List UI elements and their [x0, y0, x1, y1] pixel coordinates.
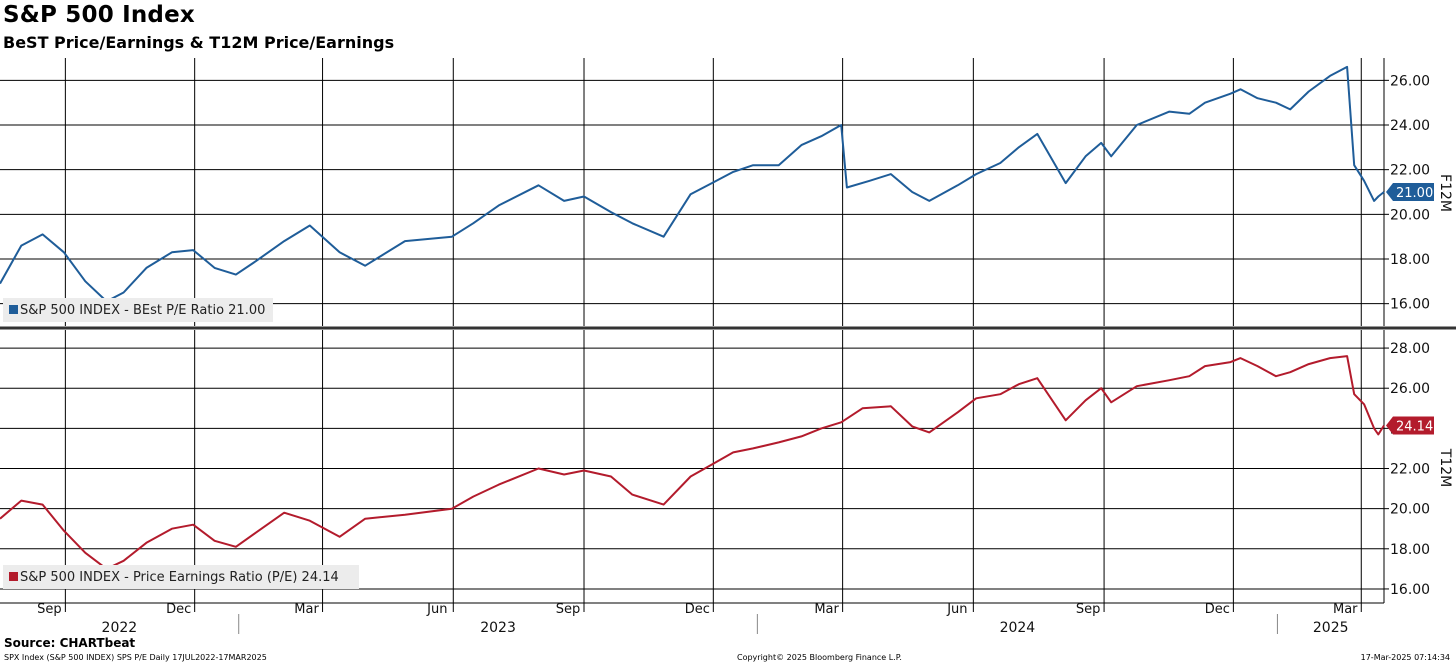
x-month-label: Sep	[556, 602, 581, 617]
footer-copyright: Copyright© 2025 Bloomberg Finance L.P.	[737, 653, 902, 662]
x-month-label: Mar	[814, 602, 839, 617]
bottom-panel: 16.0018.0020.0022.0024.0026.0028.0024.14…	[0, 330, 1453, 603]
legend-label: S&P 500 INDEX - Price Earnings Ratio (P/…	[20, 570, 339, 585]
y-tick-label: 20.00	[1390, 207, 1430, 223]
y-tick-label: 20.00	[1390, 502, 1430, 518]
x-year-label: 2023	[480, 620, 516, 636]
y-tick-label: 26.00	[1390, 73, 1430, 89]
x-month-label: Sep	[1076, 602, 1101, 617]
series-line	[0, 65, 1385, 303]
y-tick-label: 16.00	[1390, 582, 1430, 598]
footer-timestamp: 17-Mar-2025 07:14:34	[1360, 653, 1450, 662]
x-month-label: Sep	[37, 602, 62, 617]
legend-background	[3, 565, 359, 589]
legend-label: S&P 500 INDEX - BEst P/E Ratio 21.00	[20, 303, 265, 318]
y-tick-label: 18.00	[1390, 542, 1430, 558]
x-month-label: Jun	[946, 602, 967, 617]
last-value-label: 21.00	[1396, 186, 1433, 201]
y-tick-label: 28.00	[1390, 341, 1430, 357]
legend: S&P 500 INDEX - Price Earnings Ratio (P/…	[3, 565, 359, 589]
legend-swatch	[9, 572, 18, 581]
footer-description: SPX Index (S&P 500 INDEX) SPS P/E Daily …	[4, 653, 267, 662]
legend-background	[3, 298, 273, 322]
x-month-label: Mar	[1333, 602, 1358, 617]
x-year-label: 2022	[102, 620, 138, 636]
y-tick-label: 26.00	[1390, 381, 1430, 397]
last-value-label: 24.14	[1396, 420, 1433, 435]
y-tick-label: 24.00	[1390, 118, 1430, 134]
chart-subtitle: BeST Price/Earnings & T12M Price/Earning…	[3, 33, 395, 52]
x-month-label: Mar	[294, 602, 319, 617]
y-tick-label: 22.00	[1390, 163, 1430, 179]
y-tick-label: 16.00	[1390, 297, 1430, 313]
plot-area	[0, 58, 1384, 326]
chart-source: Source: CHARTbeat	[4, 636, 136, 650]
top-panel: 16.00 18.00 20.00 22.00 24.00 26.00 21.00 F12M S…	[0, 58, 1453, 326]
y-tick-label: 18.00	[1390, 252, 1430, 268]
plot-area	[0, 330, 1384, 603]
x-year-label: 2025	[1313, 620, 1349, 636]
x-month-label: Dec	[685, 602, 710, 617]
panel-side-label: F12M	[1437, 174, 1453, 212]
last-value-tag	[1386, 183, 1434, 201]
x-month-label: Dec	[166, 602, 191, 617]
series-line	[0, 355, 1385, 570]
x-year-label: 2024	[1000, 620, 1036, 636]
y-tick-label: 22.00	[1390, 462, 1430, 478]
legend-swatch	[9, 305, 18, 314]
last-value-tag	[1386, 416, 1434, 435]
legend: S&P 500 INDEX - BEst P/E Ratio 21.00	[3, 298, 273, 322]
panel-side-label: T12M	[1437, 448, 1453, 487]
x-month-label: Dec	[1205, 602, 1230, 617]
x-axis: Sep Dec Mar Jun Sep Dec Mar Jun Sep Dec Mar 2022 202…	[0, 326, 1456, 636]
x-month-label: Jun	[426, 602, 447, 617]
chart-title: S&P 500 Index	[3, 2, 195, 28]
